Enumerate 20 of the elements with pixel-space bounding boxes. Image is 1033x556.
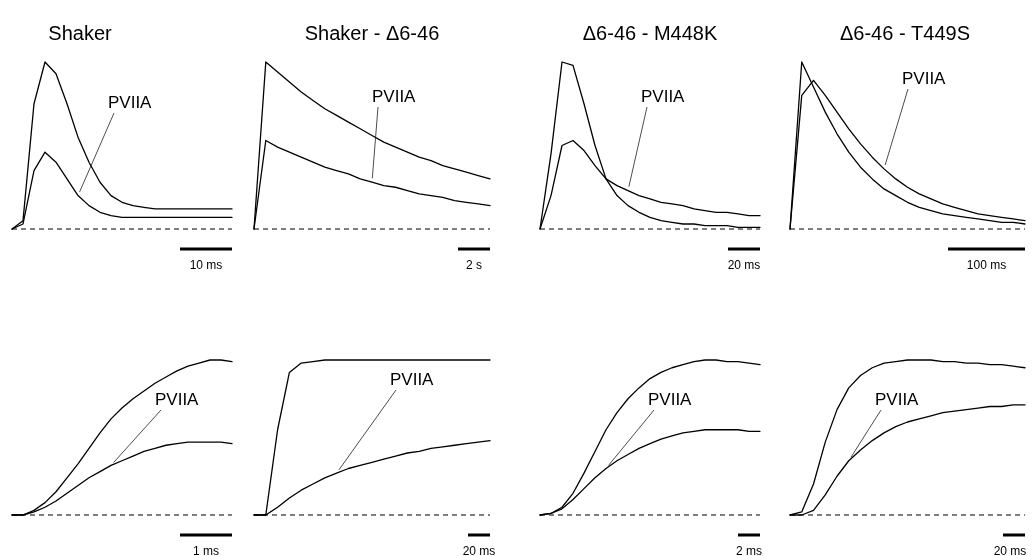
annotation: PVIIA [648,390,693,409]
chart-title: Δ6-46 - M448K [582,22,718,44]
annotation: PVIIA [372,87,417,106]
annotation: PVIIA [155,390,200,409]
annotation: PVIIA [902,69,947,88]
text: 2 ms [735,544,763,556]
text: 1 ms [192,544,220,556]
annotation: PVIIA [641,87,686,106]
text: 20 ms [993,544,1027,556]
chart-title: Δ6-46 - T449S [839,22,971,44]
text: 100 ms [966,258,1007,272]
text: 20 ms [462,544,496,556]
text: 20 ms [727,258,761,272]
annotation: PVIIA [390,370,435,389]
text: 10 ms [189,258,223,272]
annotation: PVIIA [875,390,920,409]
annotation: PVIIA [108,93,153,112]
chart-title: Shaker - Δ6-46 [304,22,440,44]
text: 2 s [465,258,483,272]
chart-title: Shaker [48,22,113,44]
